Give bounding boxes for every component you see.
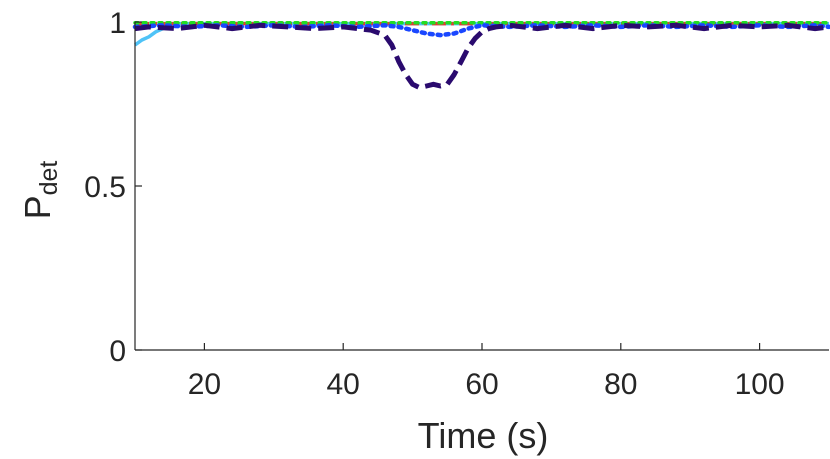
y-tick-label: 0.5	[84, 171, 126, 204]
y-tick-label: 0	[109, 335, 126, 368]
x-axis-label: Time (s)	[418, 415, 549, 456]
series-line-5	[134, 22, 830, 91]
x-tick-label: 80	[604, 368, 637, 401]
x-tick-label: 100	[735, 368, 785, 401]
x-tick-label: 20	[188, 368, 221, 401]
axes-layer: 20 40 60 80 100 0 0.5 1	[84, 7, 829, 401]
y-axis-label-main: P	[17, 195, 58, 219]
x-tick-label: 40	[327, 368, 360, 401]
series-line-4	[132, 23, 830, 38]
y-axis-label-subscript: det	[35, 161, 63, 196]
y-axis-label: Pdet	[17, 161, 63, 220]
y-tick-label: 1	[109, 7, 126, 40]
x-tick-label: 60	[465, 368, 498, 401]
series-layer	[132, 20, 830, 91]
